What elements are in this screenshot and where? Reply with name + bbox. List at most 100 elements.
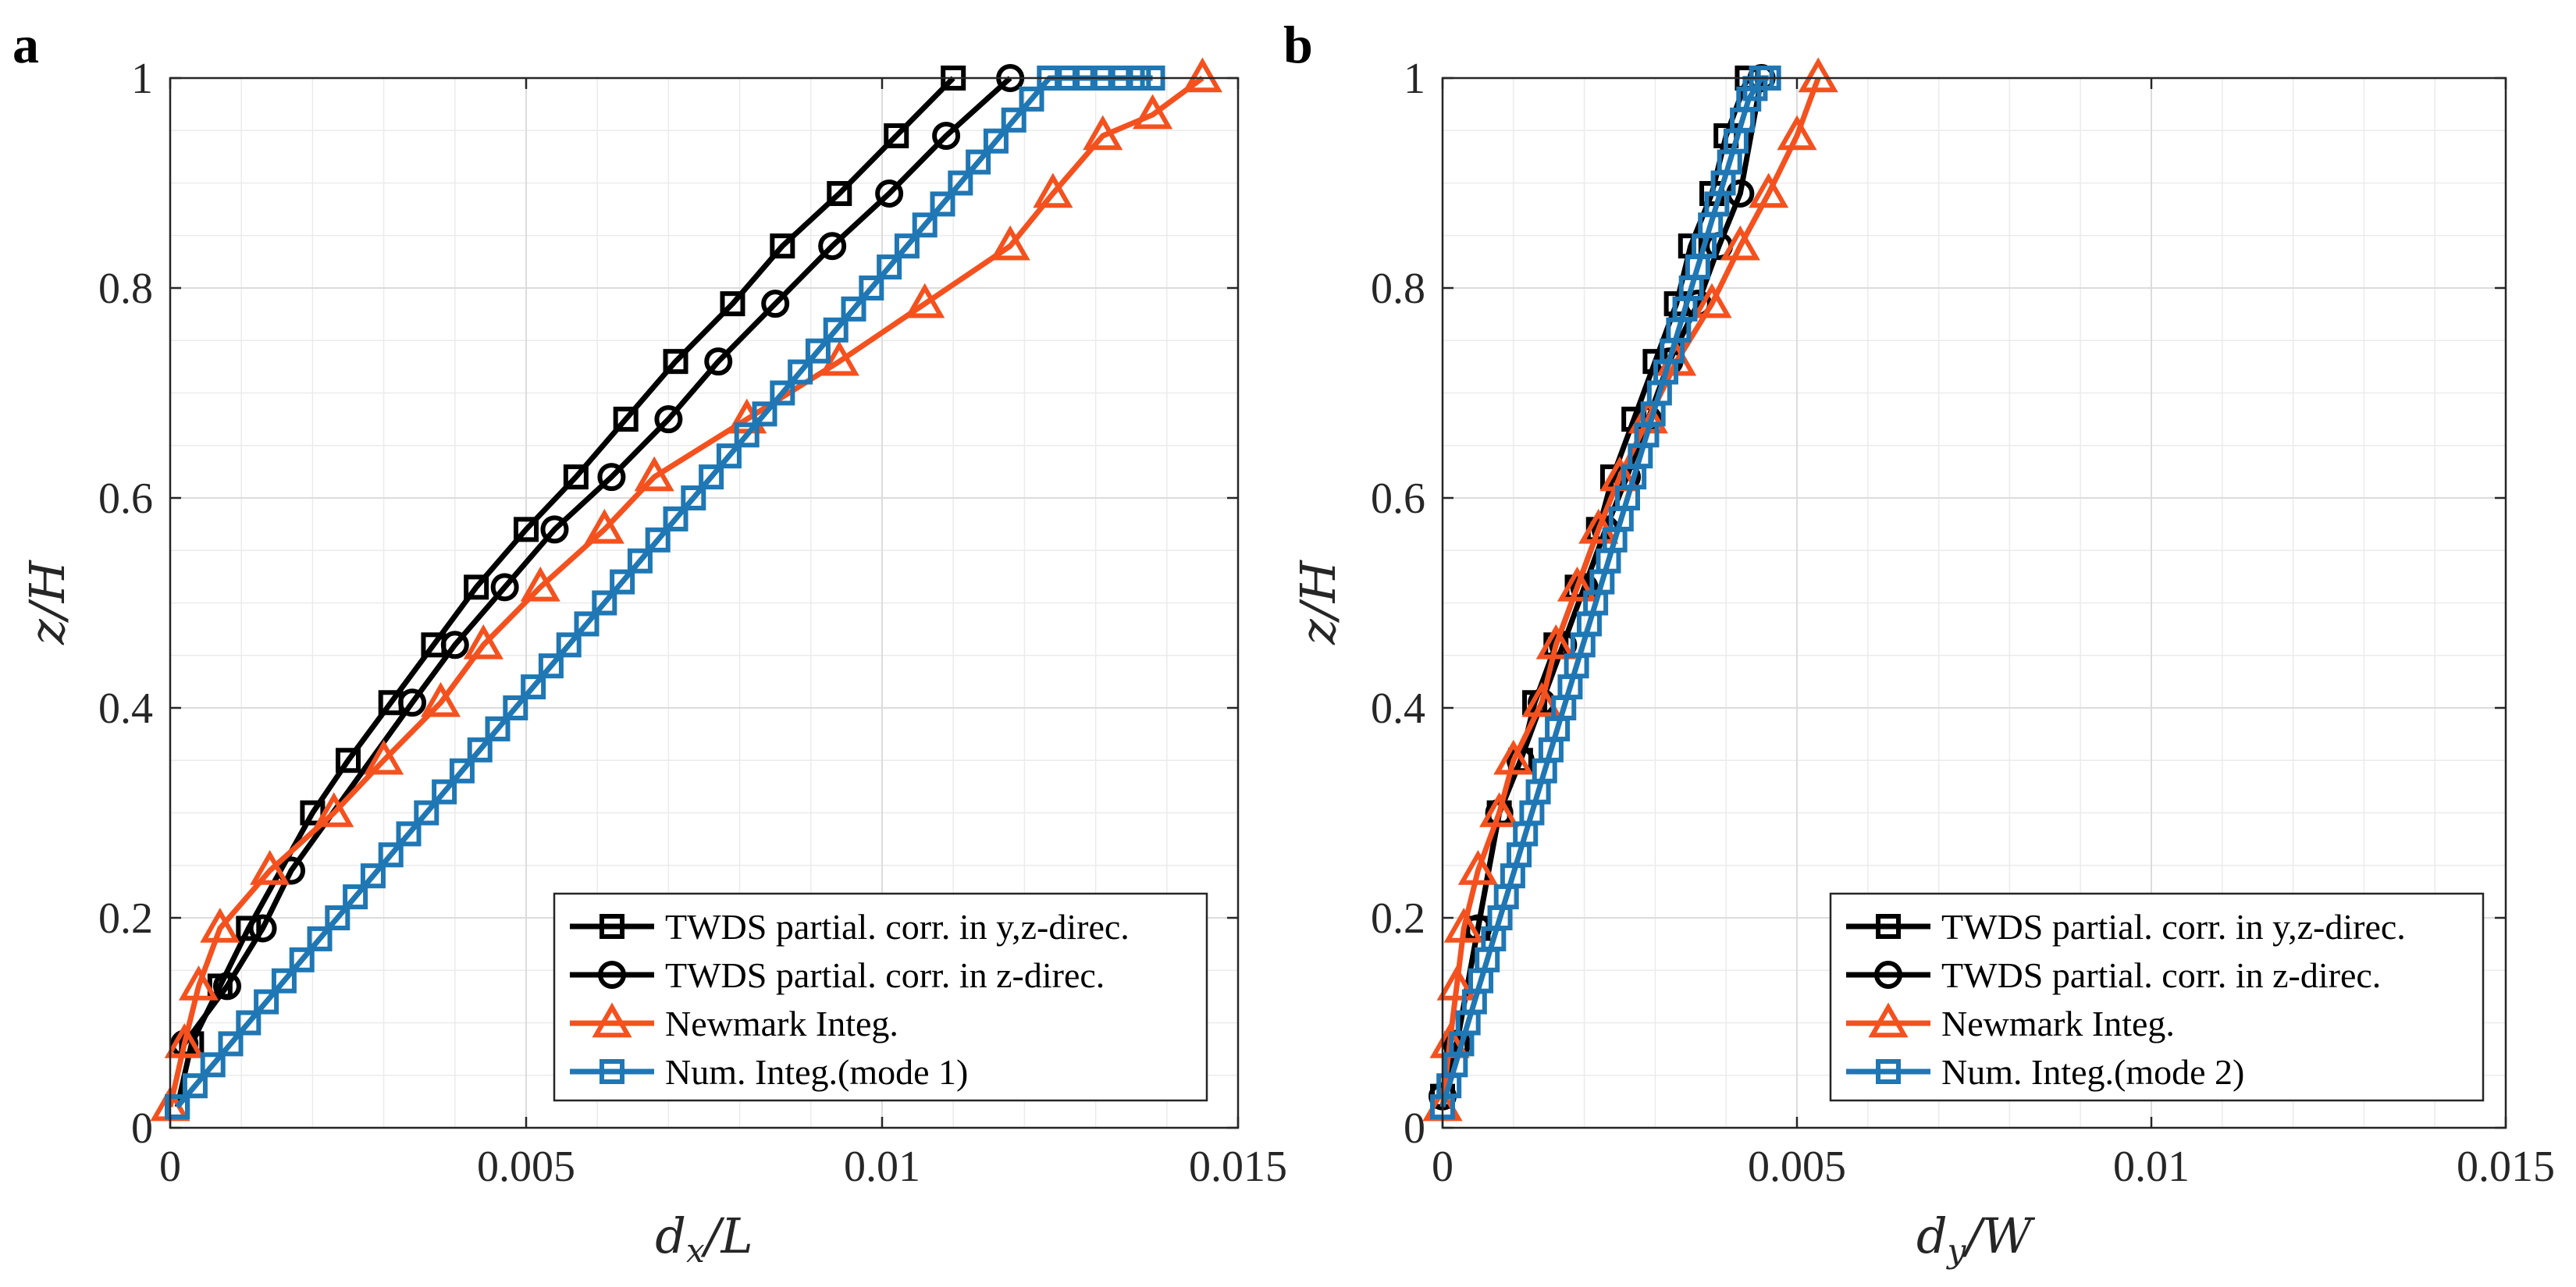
x-tick-label: 0.01 xyxy=(2113,1143,2190,1191)
data-point xyxy=(1083,115,1123,151)
data-point xyxy=(761,290,790,318)
data-point xyxy=(627,548,653,574)
data-point xyxy=(254,989,279,1015)
data-point xyxy=(364,739,404,775)
data-point xyxy=(645,527,671,553)
panel-a-x-axis-label-den: /L xyxy=(701,1207,753,1264)
panel-b-y-axis-label: z/H xyxy=(1290,559,1347,645)
data-point xyxy=(770,380,795,406)
legend-box xyxy=(553,892,1208,1102)
legend-entry-4: Num. Integ.(mode 1) xyxy=(570,1052,968,1092)
y-tick-label: 0.2 xyxy=(1371,894,1425,943)
legend-marker xyxy=(592,1002,632,1038)
data-point xyxy=(432,779,457,805)
panel-a-label: a xyxy=(12,15,39,74)
y-tick-label: 0.8 xyxy=(1371,265,1425,313)
data-point xyxy=(1479,792,1520,827)
data-point xyxy=(521,674,546,700)
data-point xyxy=(1535,624,1576,659)
data-point xyxy=(514,517,539,542)
legend-marker xyxy=(598,961,626,989)
data-point xyxy=(819,340,859,376)
data-point xyxy=(875,179,904,208)
data-point xyxy=(930,191,955,217)
y-tick-label: 0 xyxy=(1404,1104,1425,1153)
y-tick-label: 0.4 xyxy=(98,684,153,733)
panel-a-x-axis-label-main: d xyxy=(655,1207,686,1264)
data-point xyxy=(827,180,852,206)
legend-entry-1: TWDS partial. corr. in y,z-direc. xyxy=(570,907,1130,947)
series-1 xyxy=(165,66,966,1120)
data-point xyxy=(932,121,961,150)
y-tick-label: 1 xyxy=(1404,55,1425,103)
data-point xyxy=(912,212,938,238)
panel-a-series xyxy=(150,57,1222,1122)
data-point xyxy=(538,653,564,679)
panel-b-x-axis-label-sub: y xyxy=(1946,1232,1967,1270)
data-point xyxy=(1019,86,1044,112)
data-point xyxy=(378,842,404,868)
data-point xyxy=(592,590,617,616)
legend-marker xyxy=(1868,1002,1909,1038)
data-point xyxy=(894,233,920,259)
series-line xyxy=(167,76,1204,1107)
data-point xyxy=(1777,115,1817,151)
panel-b-x-axis-label-main: d xyxy=(1916,1207,1948,1264)
panel-a-x-ticks: 0 0.005 0.01 0.015 xyxy=(159,78,1287,1191)
data-point xyxy=(490,573,519,602)
data-point xyxy=(948,170,973,196)
legend-label: Newmark Integ. xyxy=(665,1004,898,1043)
data-point xyxy=(463,624,503,659)
legend-label: Num. Integ.(mode 1) xyxy=(665,1052,968,1092)
data-point xyxy=(716,443,742,469)
panel-b-label: b xyxy=(1283,15,1313,74)
data-point xyxy=(823,317,849,343)
data-point xyxy=(1132,94,1173,130)
data-point xyxy=(1443,908,1484,943)
panel-b-x-axis-label-den: /W xyxy=(1962,1207,2035,1264)
panel-a-plot-frame xyxy=(169,76,1240,1129)
series-line xyxy=(182,76,1012,1046)
data-point xyxy=(520,566,560,602)
panel-b-y-ticks: 0 0.2 0.4 0.6 0.8 1 xyxy=(1371,55,2506,1153)
data-point xyxy=(597,463,626,492)
y-tick-label: 0.6 xyxy=(98,475,153,523)
y-tick-label: 1 xyxy=(131,55,153,103)
data-point xyxy=(200,908,240,943)
data-point xyxy=(720,291,745,317)
data-point xyxy=(307,926,333,951)
series-line xyxy=(1439,76,1821,1107)
legend-label: TWDS partial. corr. in y,z-direc. xyxy=(665,907,1130,947)
data-point xyxy=(841,296,866,322)
data-point xyxy=(1749,172,1789,208)
data-point xyxy=(464,574,489,600)
data-point xyxy=(966,149,991,175)
data-point xyxy=(788,359,813,385)
panel-b-legend: TWDS partial. corr. in y,z-direc. TWDS pa… xyxy=(1829,892,2485,1102)
data-point xyxy=(236,915,262,941)
panel-a-y-ticks: 0 0.2 0.4 0.6 0.8 1 xyxy=(98,55,1238,1153)
data-point xyxy=(467,737,493,763)
legend-entry-4: Num. Integ.(mode 2) xyxy=(1846,1052,2244,1092)
data-point xyxy=(182,1073,208,1099)
data-point xyxy=(218,1031,244,1057)
data-point xyxy=(271,968,297,994)
data-point xyxy=(634,456,674,492)
data-point xyxy=(654,405,683,434)
panel-b-x-axis-label: dy/W xyxy=(1916,1207,2035,1270)
data-point xyxy=(1001,107,1026,133)
data-point xyxy=(540,515,569,544)
legend-label: TWDS partial. corr. in z-direc. xyxy=(1941,955,2381,995)
data-point xyxy=(178,965,219,1001)
panel-b: b 0 0.005 0.01 0.015 0 0.2 0.4 0.6 0.8 1 dy/W z/… xyxy=(1283,15,2555,1270)
data-point xyxy=(165,1094,190,1120)
data-point xyxy=(610,569,635,595)
data-point xyxy=(343,884,368,910)
legend-entry-3: Newmark Integ. xyxy=(570,1002,898,1043)
data-point xyxy=(336,748,361,773)
data-point xyxy=(212,972,241,1001)
legend-entry-2: TWDS partial. corr. in z-direc. xyxy=(570,955,1105,995)
data-point xyxy=(1033,172,1073,208)
data-point xyxy=(414,800,439,826)
